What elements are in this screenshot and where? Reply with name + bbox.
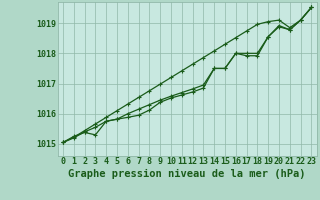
X-axis label: Graphe pression niveau de la mer (hPa): Graphe pression niveau de la mer (hPa) <box>68 169 306 179</box>
